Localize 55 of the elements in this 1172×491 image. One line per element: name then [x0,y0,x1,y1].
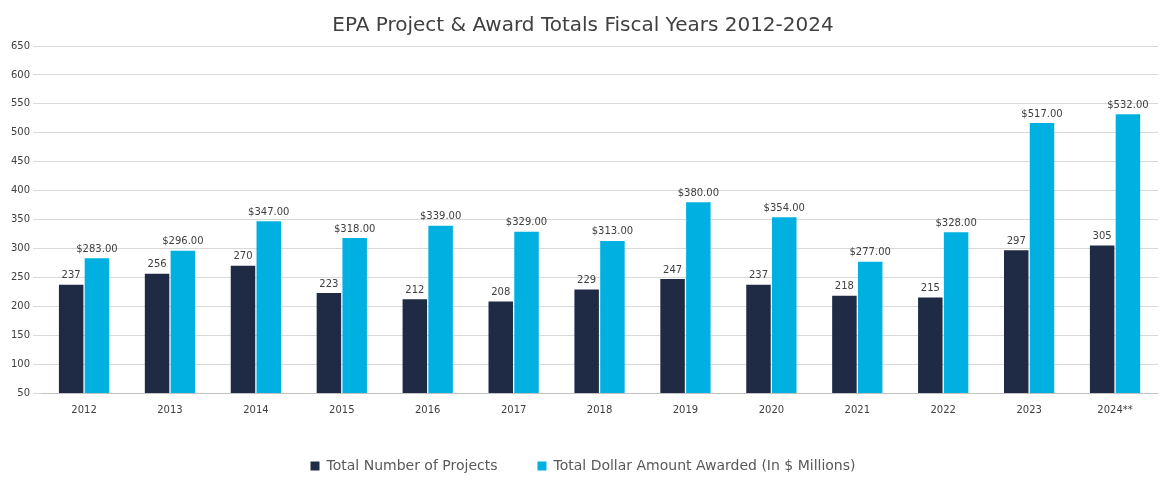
data-label: 237 [61,269,81,281]
data-label: $283.00 [76,242,118,254]
x-tick-label: 2016 [414,403,441,415]
data-label: 270 [233,250,253,262]
data-label: 237 [748,269,769,281]
data-label: 215 [920,282,940,294]
chart-title: EPA Project & Award Totals Fiscal Years 2012-2024 [332,12,834,37]
y-tick-label: 550 [10,97,31,109]
data-label: 297 [1006,234,1026,246]
y-tick-label: 200 [10,299,31,311]
data-label: 208 [491,286,511,298]
y-tick-label: 500 [10,126,31,138]
y-tick-label: 450 [10,155,31,167]
x-tick-label: 2021 [844,403,871,415]
y-tick-label: 50 [17,386,31,398]
data-label: 247 [663,263,683,275]
x-tick-label: 2020 [758,403,785,415]
data-label: $347.00 [248,205,290,217]
x-tick-label: 2012 [71,403,97,415]
data-label: 256 [147,258,167,270]
data-label: $313.00 [591,225,634,237]
legend-label: Total Dollar Amount Awarded (In $ Millions) [552,456,856,473]
x-tick-label: 2013 [157,403,183,415]
y-tick-label: 150 [10,328,31,340]
data-label: $296.00 [162,235,204,247]
data-label: $380.00 [677,186,720,198]
data-label: 218 [834,280,854,292]
x-tick-label: 2024** [1097,403,1133,415]
y-tick-label: 350 [10,213,31,225]
data-label: 229 [577,274,597,286]
data-label: $354.00 [763,201,805,213]
data-label: 223 [319,277,339,289]
legend-label: Total Number of Projects [325,456,498,473]
y-tick-label: 250 [10,270,31,282]
data-label: 212 [405,283,425,295]
data-label: $532.00 [1107,98,1149,110]
y-tick-label: 300 [10,242,31,254]
x-tick-label: 2023 [1016,403,1042,415]
data-label: $277.00 [849,246,891,258]
y-tick-label: 400 [10,184,31,196]
x-tick-label: 2018 [586,403,613,415]
y-tick-label: 650 [10,39,31,51]
x-tick-label: 2017 [500,403,527,415]
data-label: $329.00 [505,216,548,228]
x-tick-label: 2022 [930,403,956,415]
y-tick-label: 100 [10,357,31,369]
data-label: $328.00 [935,216,977,228]
x-tick-label: 2014 [243,403,269,415]
x-tick-label: 2019 [672,403,699,415]
data-label: $339.00 [419,210,462,222]
x-tick-label: 2015 [329,403,355,415]
data-label: $318.00 [334,222,376,234]
data-label: $517.00 [1021,107,1063,119]
y-tick-label: 600 [10,68,31,80]
data-label: 305 [1092,230,1112,242]
